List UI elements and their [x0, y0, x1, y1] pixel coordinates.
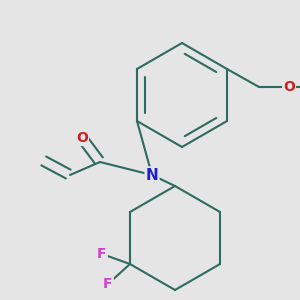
Text: N: N: [146, 167, 158, 182]
Text: F: F: [97, 247, 107, 261]
Text: F: F: [103, 277, 113, 291]
Text: O: O: [76, 131, 88, 145]
Text: O: O: [283, 80, 295, 94]
